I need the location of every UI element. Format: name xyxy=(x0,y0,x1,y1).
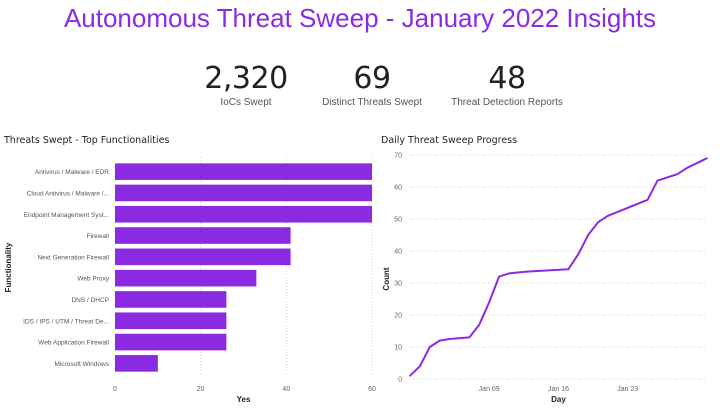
bar-category-label: Endpoint Management Syst... xyxy=(24,212,109,219)
line-point[interactable] xyxy=(607,215,609,217)
kpi-value: 48 xyxy=(488,61,526,96)
bar-x-tick-label: 0 xyxy=(113,386,117,393)
line-point[interactable] xyxy=(646,199,649,201)
bar[interactable] xyxy=(115,248,291,266)
line-y-tick-label: 50 xyxy=(394,217,402,224)
bar-x-axis-label: Yes xyxy=(237,395,251,404)
line-x-tick-label: Jan 16 xyxy=(548,386,569,393)
line-point[interactable] xyxy=(656,179,659,182)
bar-category-label: Antivirus / Malware / EDR xyxy=(35,169,109,176)
kpi-label: Threat Detection Reports xyxy=(451,97,563,108)
line-x-tick-label: Jan 23 xyxy=(617,386,638,393)
line-point[interactable] xyxy=(409,375,411,377)
bar-category-label: Firewall xyxy=(87,233,110,240)
line-point[interactable] xyxy=(478,323,481,326)
line-point[interactable] xyxy=(419,365,421,368)
line-point[interactable] xyxy=(587,234,589,236)
line-point[interactable] xyxy=(488,301,491,304)
line-point[interactable] xyxy=(686,167,688,169)
bar[interactable] xyxy=(115,184,372,202)
bar-x-tick-label: 60 xyxy=(368,386,376,393)
bar[interactable] xyxy=(115,333,227,351)
line-point[interactable] xyxy=(577,253,580,255)
line-y-tick-label: 70 xyxy=(394,153,402,160)
line-point[interactable] xyxy=(676,173,679,175)
bar-category-label: Cloud Antivirus / Malware /... xyxy=(27,190,110,197)
line-point[interactable] xyxy=(706,157,708,159)
bar[interactable] xyxy=(115,163,372,180)
line-y-tick-label: 0 xyxy=(398,377,402,384)
bar[interactable] xyxy=(115,355,158,372)
bar-category-label: IDS / IPS / UTM / Threat De... xyxy=(23,318,109,325)
line-y-tick-label: 20 xyxy=(394,313,402,320)
line-y-tick-label: 60 xyxy=(394,185,402,192)
bar[interactable] xyxy=(115,227,291,244)
bar[interactable] xyxy=(115,205,372,223)
line-point[interactable] xyxy=(567,268,570,271)
line-point[interactable] xyxy=(438,339,441,342)
line-point[interactable] xyxy=(468,336,471,339)
line-y-tick-label: 10 xyxy=(394,345,402,352)
line-x-tick-label: Jan 09 xyxy=(479,386,500,393)
bar-y-axis-label: Functionality xyxy=(4,242,13,292)
kpi-distinct-threats: 69 Distinct Threats Swept xyxy=(316,61,428,109)
kpi-threat-reports: 48 Threat Detection Reports xyxy=(448,61,566,109)
kpi-value: 2,320 xyxy=(204,61,288,96)
bar-category-label: Next Generation Firewall xyxy=(37,254,109,261)
bar-category-label: Web Application Firewall xyxy=(38,340,109,347)
line-point[interactable] xyxy=(518,271,520,274)
kpi-iocs-swept: 2,320 IoCs Swept xyxy=(198,61,294,109)
line-series[interactable] xyxy=(409,157,708,377)
kpi-label: Distinct Threats Swept xyxy=(322,97,422,108)
bar-category-label: Microsoft Windows xyxy=(54,361,109,368)
bar[interactable] xyxy=(115,312,227,330)
bar[interactable] xyxy=(115,291,227,308)
line-chart-title: Daily Threat Sweep Progress xyxy=(381,135,518,146)
line-point[interactable] xyxy=(498,275,500,278)
line-point[interactable] xyxy=(597,221,599,223)
line-point[interactable] xyxy=(448,338,451,340)
kpi-label: IoCs Swept xyxy=(220,97,272,108)
kpi-value: 69 xyxy=(353,61,391,96)
page-title: Autonomous Threat Sweep - January 2022 I… xyxy=(63,3,657,33)
bar-category-label: DNS / DHCP xyxy=(71,297,109,304)
line-y-tick-label: 30 xyxy=(394,281,402,288)
line-point[interactable] xyxy=(429,346,431,348)
bar-chart-title: Threats Swept - Top Functionalities xyxy=(4,135,170,146)
line-x-axis-label: Day xyxy=(551,395,566,404)
bar-x-tick-label: 40 xyxy=(282,386,290,393)
line-y-axis-label: Count xyxy=(382,267,391,290)
line-y-tick-label: 40 xyxy=(394,249,402,256)
line-point[interactable] xyxy=(528,270,530,273)
line-point[interactable] xyxy=(508,272,510,275)
bar-x-tick-label: 20 xyxy=(197,386,205,393)
bar[interactable] xyxy=(115,269,257,287)
bar-category-label: Web Proxy xyxy=(77,276,109,283)
